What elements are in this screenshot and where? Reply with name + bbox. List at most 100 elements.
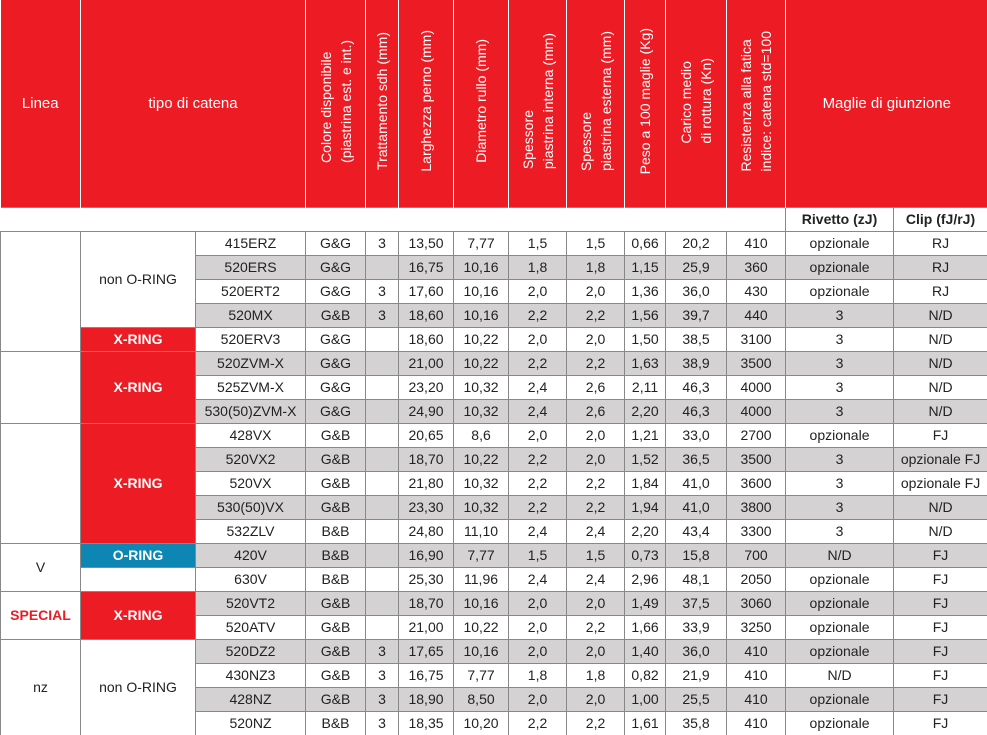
- data-cell: opzionale: [785, 590, 895, 616]
- chain-type-cell: X-RING: [80, 326, 196, 352]
- data-cell: 39,7: [665, 302, 728, 328]
- data-cell: 18,60: [398, 302, 455, 328]
- linea-cell: nz: [0, 638, 81, 735]
- data-row: non O-RING 415ERZ G&G 3 13,50 7,77 1,5 1,5 0,66 2…: [0, 230, 987, 352]
- data-cell: 8,6: [453, 422, 510, 448]
- header-cell: Colore disponibile (piastrina est. e int…: [305, 0, 366, 207]
- data-cell: 2,20: [624, 518, 667, 544]
- data-cell: 21,00: [398, 350, 455, 376]
- data-cell: 2050: [726, 566, 787, 592]
- data-cell: [365, 518, 400, 544]
- data-cell: 2,0: [566, 422, 626, 448]
- data-cell: 43,4: [665, 518, 728, 544]
- subheader-row: Rivetto (zJ) Clip (fJ/rJ): [0, 206, 987, 232]
- data-cell: 2,0: [508, 686, 568, 712]
- data-cell: 410: [726, 686, 787, 712]
- header-cell: Diametro rullo (mm): [453, 0, 509, 207]
- data-cell: G&B: [305, 638, 367, 664]
- header-cell: Peso a 100 maglie (Kg): [624, 0, 666, 207]
- chain-type-cell: X-RING: [80, 422, 196, 544]
- data-cell: 1,94: [624, 494, 667, 520]
- data-row: SPECIAL X-RING 520VT2 G&B 18,70 10,16 2,0 2,0 1,…: [0, 590, 987, 640]
- data-cell: 1,5: [508, 542, 568, 568]
- data-cell: 1,50: [624, 326, 667, 352]
- data-cell: 2,0: [566, 446, 626, 472]
- data-cell: G&B: [305, 494, 367, 520]
- data-cell: 25,9: [665, 254, 728, 280]
- data-cell: 10,16: [453, 590, 510, 616]
- data-cell: 1,5: [566, 230, 626, 256]
- data-cell: 2,2: [508, 350, 568, 376]
- header-text: Spessore piastrina esterna (mm): [577, 31, 614, 172]
- data-cell: 520ZVM-X: [194, 350, 307, 376]
- data-cell: FJ: [893, 590, 987, 616]
- data-cell: 21,9: [665, 662, 728, 688]
- data-cell: [365, 566, 400, 592]
- data-cell: 520VT2: [194, 590, 307, 616]
- data-row: V O-RING 420V B&B 16,90 7,77 1,5 1,5 0,73 15,8 700…: [0, 542, 987, 592]
- blank-cell: [0, 206, 787, 232]
- header: Linea tipo di catena Colore disponibile (p…: [0, 0, 987, 207]
- data-cell: N/D: [893, 350, 987, 376]
- data-row: 430NZ3 G&B 3 16,75 7,77 1,8 1,8 0,82 21,9 410 N/D F…: [1, 662, 987, 688]
- data-cell: [365, 374, 400, 400]
- data-cell: 3: [785, 518, 895, 544]
- data-cell: 2,4: [566, 518, 626, 544]
- data-cell: 3800: [726, 494, 787, 520]
- data-cell: [365, 446, 400, 472]
- data-cell: 410: [726, 710, 787, 735]
- data-cell: G&B: [305, 686, 367, 712]
- data-cell: 18,90: [398, 686, 455, 712]
- data-row: X-RING 520ZVM-X G&G 21,00 10,22 2,2 2,2 1,63 38,…: [0, 350, 987, 424]
- data-cell: 2,0: [566, 278, 626, 304]
- data-cell: [365, 614, 400, 640]
- data-cell: 16,75: [398, 254, 455, 280]
- data-cell: G&G: [305, 230, 367, 256]
- header-cell: Trattamento sdh (mm): [365, 0, 399, 207]
- data-cell: 3: [785, 398, 895, 424]
- data-cell: 13,50: [398, 230, 455, 256]
- header-text: Peso a 100 maglie (Kg): [637, 28, 654, 175]
- data-cell: 3060: [726, 590, 787, 616]
- subheader-cell: Rivetto (zJ): [785, 206, 895, 232]
- data-cell: 23,30: [398, 494, 455, 520]
- data-cell: 18,70: [398, 446, 455, 472]
- data-cell: FJ: [893, 638, 987, 664]
- data-cell: 2,2: [508, 302, 568, 328]
- data-row: 520ERS G&G 16,75 10,16 1,8 1,8 1,15 25,9 360 opzi…: [1, 254, 987, 280]
- data-cell: 532ZLV: [194, 518, 307, 544]
- data-cell: 10,16: [453, 278, 510, 304]
- data-cell: B&B: [305, 710, 367, 735]
- data-cell: 3500: [726, 446, 787, 472]
- data-row: 520ATV G&B 21,00 10,22 2,0 2,2 1,66 33,9 3250 opz…: [1, 614, 987, 640]
- data-cell: 1,5: [508, 230, 568, 256]
- data-cell: RJ: [893, 254, 987, 280]
- data-cell: 3250: [726, 614, 787, 640]
- data-cell: 17,65: [398, 638, 455, 664]
- data-cell: 38,9: [665, 350, 728, 376]
- data-cell: 33,0: [665, 422, 728, 448]
- data-cell: 10,16: [453, 638, 510, 664]
- data-cell: 1,84: [624, 470, 667, 496]
- data-cell: 2,4: [508, 518, 568, 544]
- data-cell: G&B: [305, 590, 367, 616]
- data-row: 520VX2 G&B 18,70 10,22 2,2 2,0 1,52 36,5 3500 3 op…: [1, 446, 987, 472]
- data-cell: FJ: [893, 686, 987, 712]
- data-cell: FJ: [893, 614, 987, 640]
- data-cell: 3: [365, 230, 400, 256]
- linea-cell: SPECIAL: [0, 590, 81, 640]
- data-cell: 18,35: [398, 710, 455, 735]
- data-cell: N/D: [893, 398, 987, 424]
- data-cell: 2,2: [566, 710, 626, 735]
- data-cell: [365, 422, 400, 448]
- data-cell: opzionale: [785, 710, 895, 735]
- data-cell: 3: [365, 662, 400, 688]
- data-row: 520MX G&B 3 18,60 10,16 2,2 2,2 1,56 39,7 440 3 N/D: [1, 302, 987, 328]
- linea-cell: [0, 422, 81, 544]
- data-cell: 0,66: [624, 230, 667, 256]
- data-cell: G&G: [305, 398, 367, 424]
- data-cell: 3: [365, 710, 400, 735]
- data-cell: 15,8: [665, 542, 728, 568]
- data-cell: N/D: [893, 326, 987, 352]
